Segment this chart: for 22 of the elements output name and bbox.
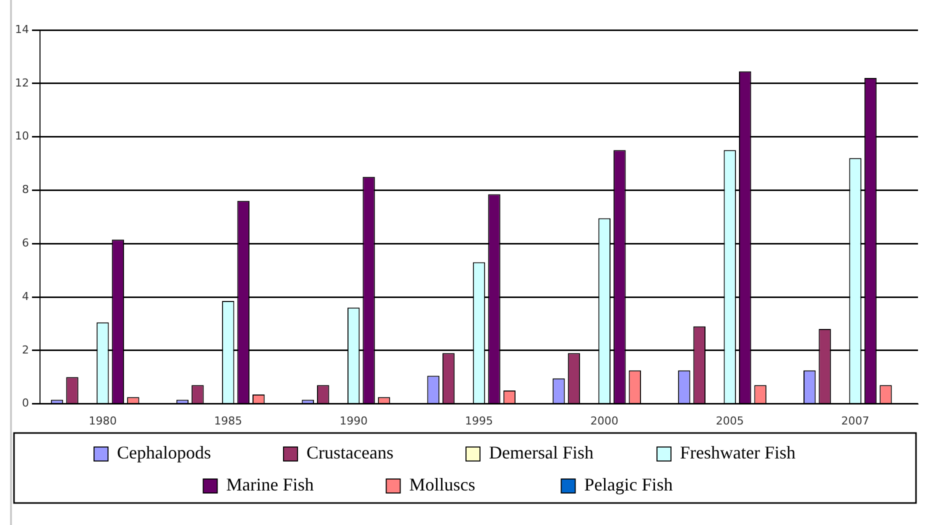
y-tick-label: 6: [22, 236, 29, 250]
legend-label: Demersal Fish: [488, 442, 643, 463]
legend-label: Freshwater Fish: [680, 442, 836, 463]
x-tick-label: 2007: [841, 414, 870, 428]
y-tick-label: 12: [14, 76, 29, 90]
legend-label: Molluscs: [409, 474, 548, 495]
legend-label: Crustaceans: [306, 442, 452, 463]
x-tick-label: 1995: [465, 414, 493, 428]
x-tick-label: 1980: [88, 414, 117, 428]
y-tick-label: 8: [22, 183, 29, 196]
y-tick-label: 2: [22, 343, 29, 356]
x-tick-label: 1985: [214, 414, 242, 428]
legend-label: Cephalopods: [117, 442, 270, 463]
x-tick-label: 2000: [590, 414, 618, 428]
y-tick-label: 14: [14, 22, 29, 36]
x-tick-label: 1990: [340, 414, 368, 428]
y-tick-label: 0: [22, 396, 29, 410]
legend-label: Pelagic Fish: [584, 474, 727, 495]
y-tick-label: 4: [22, 290, 29, 303]
x-tick-label: 2005: [716, 414, 744, 428]
legend-label: Marine Fish: [226, 474, 372, 495]
y-tick-label: 10: [14, 130, 29, 143]
